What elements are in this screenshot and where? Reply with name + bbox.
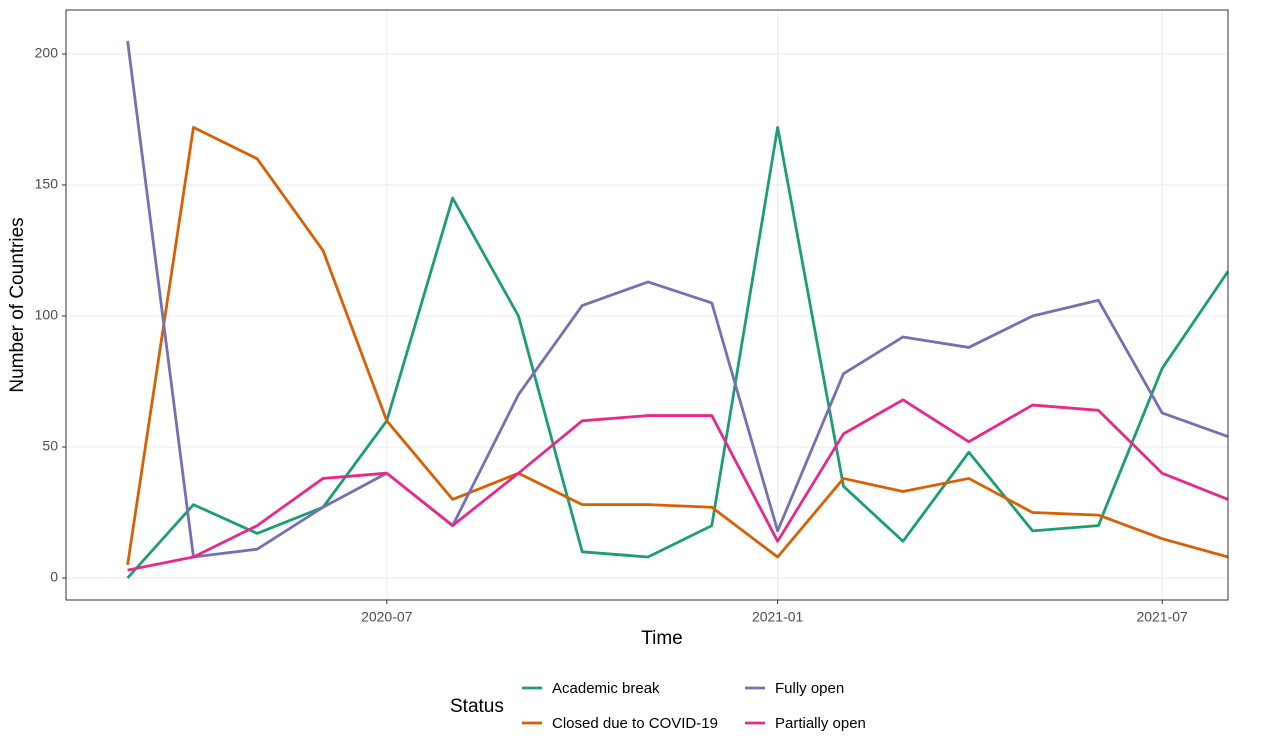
plot-panel xyxy=(66,10,1228,600)
y-tick-label: 100 xyxy=(35,307,59,323)
y-tick-label: 50 xyxy=(42,438,58,454)
legend-title: Status xyxy=(450,696,504,717)
y-tick-label: 150 xyxy=(35,176,59,192)
series-line xyxy=(126,125,1229,566)
lines xyxy=(126,40,1230,579)
y-tick-label: 0 xyxy=(50,569,58,585)
legend: Academic break Closed due to COVID-19 Full… xyxy=(522,680,866,732)
series-line xyxy=(126,125,1230,579)
series-line xyxy=(126,40,1229,559)
x-tick-label: 2021-07 xyxy=(1136,609,1188,625)
legend-label: Academic break xyxy=(552,680,660,697)
legend-label: Partially open xyxy=(775,715,866,732)
legend-label: Closed due to COVID-19 xyxy=(552,715,718,732)
series-line xyxy=(127,398,1229,572)
panel-border xyxy=(65,9,1229,601)
y-tick-label: 200 xyxy=(35,45,59,61)
grid xyxy=(66,10,1228,600)
x-tick-label: 2020-07 xyxy=(361,609,413,625)
legend-label: Fully open xyxy=(775,680,844,697)
x-tick-label: 2021-01 xyxy=(752,609,804,625)
x-axis-title: Time xyxy=(641,628,683,649)
y-axis-title: Number of Countries xyxy=(7,217,28,392)
